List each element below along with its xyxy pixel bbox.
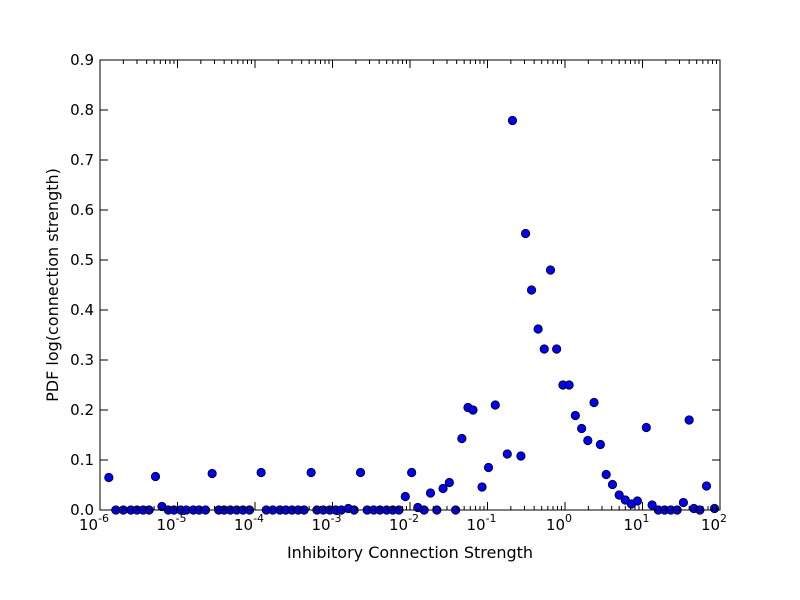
data-point (678, 497, 688, 508)
data-point (502, 449, 512, 459)
data-point (444, 477, 454, 488)
x-tick-label: 10-5 (156, 512, 186, 534)
data-point (577, 423, 587, 434)
data-point (438, 483, 448, 494)
data-point (520, 228, 531, 239)
data-point (545, 265, 556, 275)
data-point (552, 344, 562, 354)
data-point (400, 491, 410, 502)
y-tick-label: 0.2 (70, 401, 94, 419)
data-point (104, 472, 114, 483)
data-point (507, 115, 518, 126)
y-tick-label: 0.1 (70, 451, 94, 469)
x-tick-label: 100 (546, 512, 572, 534)
plot-frame (99, 59, 721, 511)
data-point (355, 467, 366, 478)
x-tick-label: 102 (701, 512, 727, 534)
data-point (647, 500, 657, 510)
data-point (533, 324, 543, 334)
data-point (614, 490, 624, 500)
x-tick-label: 10-2 (389, 512, 419, 534)
data-point (256, 467, 266, 478)
data-point (407, 467, 417, 478)
y-tick-label: 0.6 (70, 201, 94, 219)
x-tick-label: 10-4 (234, 512, 264, 534)
data-point (601, 469, 611, 480)
data-point (701, 481, 712, 491)
data-point (490, 400, 500, 410)
y-tick-label: 0.0 (70, 501, 94, 519)
y-tick-label: 0.5 (70, 251, 94, 269)
y-axis-label: PDF log(connection strength) (43, 168, 62, 402)
data-point (641, 422, 651, 433)
data-point (595, 439, 605, 450)
y-tick-label: 0.8 (70, 101, 94, 119)
data-point (516, 451, 526, 461)
data-point (564, 380, 574, 390)
data-point (539, 344, 549, 354)
y-tick-label: 0.4 (70, 301, 94, 319)
data-point (207, 468, 217, 479)
data-point (632, 496, 643, 506)
x-tick-label: 101 (623, 512, 649, 534)
data-point (583, 435, 593, 446)
data-point (570, 410, 580, 421)
y-tick-label: 0.7 (70, 151, 94, 169)
x-tick-label: 10-3 (311, 512, 341, 534)
y-tick-label: 0.3 (70, 351, 94, 369)
data-point (477, 482, 487, 492)
data-point (468, 405, 478, 415)
data-point (425, 488, 436, 498)
data-point (483, 462, 494, 473)
data-point (457, 433, 467, 444)
data-point (306, 467, 316, 478)
data-point (607, 479, 618, 490)
x-tick-label: 10-1 (466, 512, 496, 534)
data-point (150, 471, 161, 482)
data-point (589, 397, 599, 408)
y-tick-label: 0.9 (70, 51, 94, 69)
data-point (526, 285, 537, 295)
x-axis-label: Inhibitory Connection Strength (287, 543, 533, 562)
data-point (709, 503, 720, 514)
x-tick-label: 10-6 (79, 512, 109, 534)
data-point (684, 415, 694, 425)
